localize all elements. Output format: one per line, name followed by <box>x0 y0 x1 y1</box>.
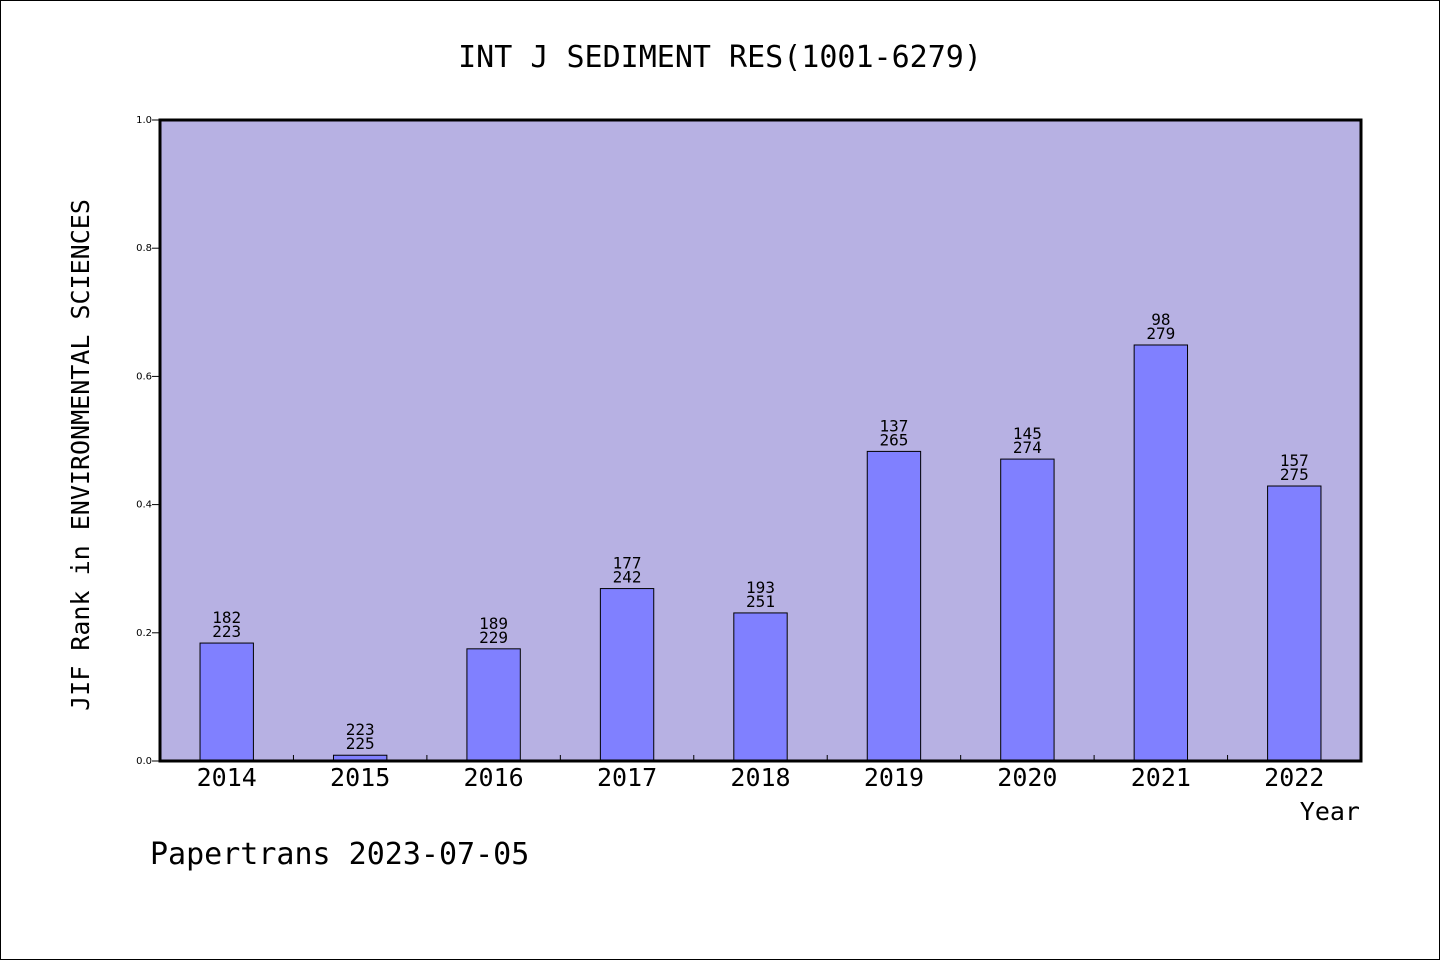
y-tick-label: 0.2 <box>136 628 152 639</box>
y-tick-label: 0.6 <box>136 371 152 382</box>
data-label-rank: 98 <box>1151 310 1170 329</box>
data-label-rank: 193 <box>746 578 775 597</box>
bar-2014 <box>199 642 254 762</box>
x-tick-label: 2021 <box>1131 763 1191 792</box>
y-tick-label: 0.4 <box>136 500 152 511</box>
data-label-rank: 223 <box>346 720 375 739</box>
x-axis-label: Year <box>1300 797 1360 826</box>
bar-2018 <box>733 612 788 762</box>
data-label-total: 275 <box>1280 465 1309 484</box>
chart-title: INT J SEDIMENT RES(1001-6279) <box>458 40 982 75</box>
data-label-total: 223 <box>212 622 241 641</box>
bar-2021 <box>1133 344 1189 762</box>
x-tick-label: 2014 <box>197 763 257 792</box>
x-tick-label: 2015 <box>330 763 390 792</box>
data-label-total: 251 <box>746 592 775 611</box>
y-axis-label: JIF Rank in ENVIRONMENTAL SCIENCES <box>66 199 95 711</box>
data-label-rank: 137 <box>879 416 908 435</box>
y-tick-label: 1.0 <box>136 115 152 126</box>
x-tick-label: 2022 <box>1264 763 1324 792</box>
y-tick-label: 0.8 <box>136 243 152 254</box>
data-label-total: 279 <box>1146 324 1175 343</box>
footer-source: Papertrans 2023-07-05 <box>150 837 529 872</box>
data-label-total: 229 <box>479 628 508 647</box>
bar-2017 <box>599 588 655 762</box>
bar-2020 <box>1000 458 1055 762</box>
data-label-total: 274 <box>1013 438 1042 457</box>
data-labels: 2014182223201522322520161892292017177242… <box>197 310 1325 792</box>
x-tick-label: 2017 <box>597 763 657 792</box>
data-label-total: 265 <box>879 430 908 449</box>
data-label-rank: 157 <box>1280 451 1309 470</box>
y-tick-label: 0.0 <box>136 756 152 767</box>
data-label-total: 242 <box>613 568 642 587</box>
data-label-rank: 189 <box>479 614 508 633</box>
data-label-rank: 145 <box>1013 424 1042 443</box>
bar-2019 <box>866 450 922 762</box>
x-tick-label: 2020 <box>997 763 1057 792</box>
x-tick-label: 2016 <box>464 763 524 792</box>
x-tick-label: 2018 <box>730 763 790 792</box>
data-label-total: 225 <box>346 734 375 753</box>
bar-series <box>199 344 1322 762</box>
plot-border <box>158 118 1363 763</box>
bar-2016 <box>466 648 521 762</box>
x-tick-label: 2019 <box>864 763 924 792</box>
data-label-rank: 182 <box>212 608 241 627</box>
axis-ticks: 0.0 0.2 0.4 0.6 0.8 1.0 <box>136 115 1229 767</box>
bar-2022 <box>1267 485 1322 762</box>
data-label-rank: 177 <box>613 554 642 573</box>
